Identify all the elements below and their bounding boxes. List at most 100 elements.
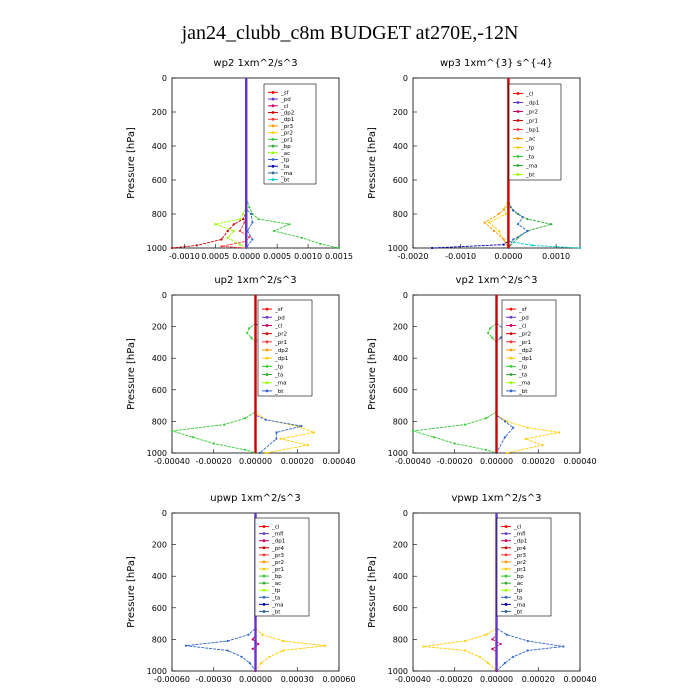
series-line-ac — [213, 78, 247, 249]
legend-marker — [271, 104, 275, 108]
data-point — [319, 242, 322, 245]
data-point — [244, 448, 247, 451]
x-tick-label: 0.0000 — [232, 252, 260, 261]
data-point — [170, 429, 174, 432]
x-tick-label: -0.0010 — [445, 252, 476, 261]
legend-marker — [271, 131, 275, 135]
panel-6: vpwp 1xm^2/s^3 0 200 400 600 800 1000-0.00040-… — [367, 493, 597, 684]
y-tick-label: 400 — [152, 354, 167, 363]
legend-entry: _ac — [271, 581, 281, 587]
legend-marker — [265, 356, 269, 360]
x-tick-label: 0.0005 — [201, 252, 229, 261]
legend-marker — [516, 128, 520, 131]
legend-marker — [271, 144, 275, 148]
legend-marker — [504, 610, 508, 613]
legend-marker — [265, 389, 269, 393]
data-point — [531, 244, 534, 247]
data-point — [220, 245, 223, 248]
legend-entry: _ta — [274, 373, 283, 379]
legend-marker — [509, 348, 513, 352]
legend-entry: _ac — [280, 151, 290, 157]
x-tick-label: 0.00020 — [522, 675, 555, 684]
legend-entry: _pr2 — [525, 110, 538, 116]
x-tick-label: 0.00060 — [322, 675, 355, 684]
x-tick-label: -0.00040 — [154, 457, 190, 466]
data-point — [512, 655, 515, 658]
data-point — [512, 209, 515, 212]
legend-entry: _dp1 — [274, 356, 288, 362]
x-tick-label: 0.00000 — [480, 675, 513, 684]
legend-entry: _mfl — [271, 532, 284, 538]
legend-entry: _ma — [271, 602, 283, 608]
data-point — [526, 218, 529, 221]
data-point — [248, 662, 251, 665]
data-point — [261, 633, 264, 636]
y-tick-label: 200 — [152, 108, 167, 117]
legend-marker — [265, 332, 269, 336]
data-point — [238, 229, 242, 233]
legend-entry: _cl — [513, 525, 522, 531]
y-tick-label: 1000 — [147, 667, 167, 676]
legend-entry: _pr1 — [274, 340, 287, 346]
data-point — [558, 431, 561, 434]
y-tick-label: 1000 — [388, 449, 408, 458]
y-axis-label: Pressure [hPa] — [126, 127, 137, 199]
legend-entry: _pr3 — [513, 553, 527, 559]
legend-marker — [509, 307, 513, 311]
panel-4: vp2 1xm^2/s^3 0 200 400 600 800 1000-0.00040 -0… — [367, 275, 597, 466]
legend-marker — [262, 588, 266, 592]
y-tick-label: 600 — [152, 386, 167, 395]
legend-entry: _cl — [274, 323, 283, 329]
data-point — [195, 244, 198, 247]
data-point — [312, 431, 315, 434]
legend-marker — [271, 124, 275, 128]
legend-marker — [509, 332, 513, 336]
legend-entry: _dp1 — [280, 117, 294, 123]
y-axis-label: Pressure [hPa] — [126, 338, 137, 410]
data-point — [516, 223, 520, 226]
legend-marker — [271, 158, 275, 161]
legend-entry: _pr2 — [513, 560, 526, 566]
legend-marker — [265, 348, 269, 352]
legend-entry: _dp1 — [271, 539, 285, 545]
y-tick-label: 200 — [152, 541, 167, 550]
data-point — [504, 212, 508, 216]
legend-box — [508, 83, 562, 181]
y-tick-label: 0 — [162, 509, 167, 518]
y-axis-label: Pressure [hPa] — [367, 127, 378, 199]
panel-5: upwp 1xm^2/s^3 0 200 400 600 800 1000-0.00060-… — [126, 493, 356, 684]
legend-entry: _sf — [518, 307, 528, 313]
legend-marker — [262, 553, 266, 557]
legend-marker — [262, 595, 266, 599]
panel-title: vpwp 1xm^2/s^3 — [451, 493, 541, 504]
y-tick-label: 1000 — [388, 244, 408, 253]
legend-entry: _ta — [271, 595, 280, 601]
y-tick-label: 600 — [393, 386, 408, 395]
x-tick-label: -0.00030 — [196, 675, 232, 684]
y-tick-label: 1000 — [147, 244, 167, 253]
data-point — [503, 420, 506, 423]
legend-entry: _ta — [518, 373, 527, 379]
x-tick-label: -0.00040 — [395, 675, 431, 684]
legend-marker — [265, 324, 269, 327]
panel-title: wp2 1xm^2/s^3 — [213, 58, 297, 69]
data-point — [337, 246, 341, 250]
legend-entry: _bp — [513, 574, 524, 580]
data-point — [491, 638, 494, 641]
y-axis-label: Pressure [hPa] — [126, 556, 137, 628]
legend-entry: _pr2 — [518, 332, 531, 338]
legend-marker — [262, 602, 266, 606]
data-point — [485, 417, 488, 420]
legend-entry: _cl — [518, 323, 527, 329]
legend-marker — [271, 178, 275, 182]
series-line-dp2 — [171, 295, 256, 454]
panel-2: wp3 1xm^{3} s^{-4}02004006008001000-0.00… — [367, 58, 582, 261]
data-point — [251, 221, 254, 224]
data-point — [244, 417, 247, 420]
data-point — [505, 633, 508, 636]
series-line-pr1 — [483, 78, 509, 249]
legend-entry: _pr4 — [513, 546, 527, 552]
legend-entry: _dp2 — [274, 348, 288, 354]
legend-entry: _bt — [280, 178, 290, 184]
